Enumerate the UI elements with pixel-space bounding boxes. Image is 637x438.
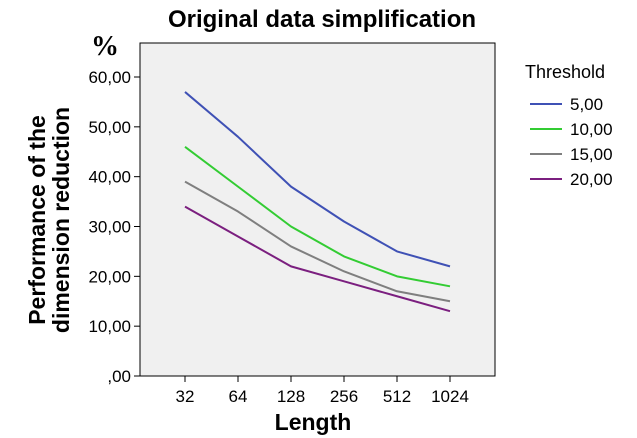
y-tick-label: 40,00 <box>88 168 131 187</box>
y-tick-label: 60,00 <box>88 68 131 87</box>
series-lines <box>184 91 451 313</box>
y-tick-label: ,00 <box>107 367 131 386</box>
legend-title: Threshold <box>525 62 605 82</box>
y-axis-title-line-2: dimension reduction <box>48 107 74 333</box>
plot-area <box>139 42 496 377</box>
x-tick-label: 32 <box>176 387 195 406</box>
y-axis-title: Performance of the dimension reduction <box>24 107 74 333</box>
x-tick-label: 512 <box>383 387 411 406</box>
x-axis-title: Length <box>275 409 352 435</box>
y-axis-title-line-1: Performance of the <box>24 115 50 325</box>
legend-label: 10,00 <box>570 120 613 139</box>
series-line-20-00 <box>184 205 451 313</box>
x-tick-label: 256 <box>330 387 358 406</box>
legend-label: 15,00 <box>570 145 613 164</box>
chart-title: Original data simplification <box>168 6 476 33</box>
x-tick-label: 1024 <box>431 387 469 406</box>
legend: Threshold 5,00 10,00 15,00 20,00 <box>525 62 613 189</box>
legend-items: 5,00 10,00 15,00 20,00 <box>530 95 613 189</box>
legend-label: 20,00 <box>570 170 613 189</box>
series-line-5-00 <box>184 91 451 268</box>
x-tick-label: 128 <box>277 387 305 406</box>
y-tick-label: 50,00 <box>88 118 131 137</box>
y-unit-label: % <box>91 31 119 62</box>
y-tick-label: 10,00 <box>88 317 131 336</box>
legend-label: 5,00 <box>570 95 603 114</box>
x-axis: 32 64 128 256 512 1024 <box>176 376 469 406</box>
y-tick-label: 20,00 <box>88 267 131 286</box>
y-tick-label: 30,00 <box>88 218 131 237</box>
series-line-10-00 <box>184 145 451 288</box>
x-tick-label: 64 <box>229 387 248 406</box>
y-axis: ,00 10,00 20,00 30,00 40,00 50,00 60,00 <box>88 68 140 386</box>
series-line-15-00 <box>184 180 451 303</box>
